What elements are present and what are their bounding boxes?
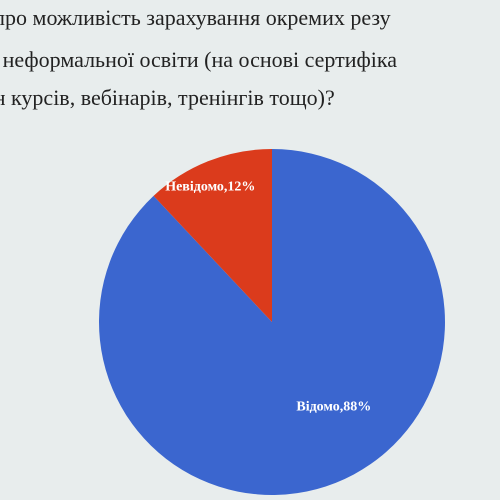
pie-slice-unknown xyxy=(153,149,272,322)
title-line-3: йн курсів, вебінарів, тренінгів тощо)? xyxy=(0,85,335,110)
title-line-1: вам про можливість зарахування окремих р… xyxy=(0,5,391,30)
pie-slice-known xyxy=(98,149,445,495)
title-line-2: ках неформальної освіти (на основі серти… xyxy=(0,47,398,72)
data-label-known: Відомо,88% xyxy=(296,399,371,414)
data-label-unknown: Невідомо,12% xyxy=(165,180,255,195)
